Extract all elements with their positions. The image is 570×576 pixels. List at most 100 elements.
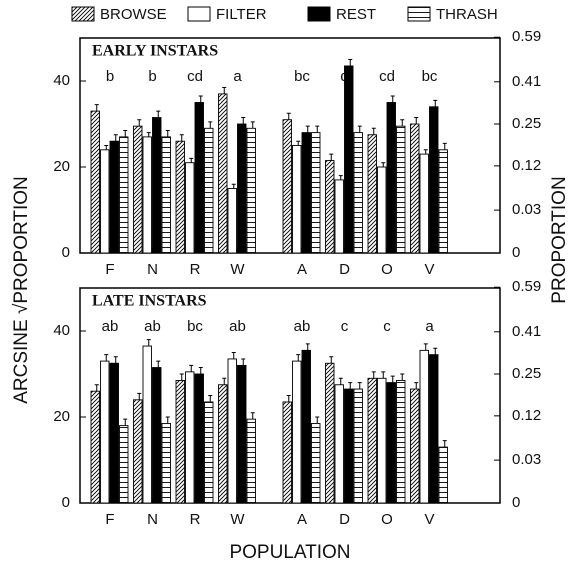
panel-title: LATE INSTARS [92, 293, 207, 310]
bar [90, 390, 100, 504]
error-bar [231, 352, 236, 359]
error-bar [357, 382, 362, 390]
error-bar [286, 112, 291, 120]
bar [227, 188, 237, 254]
group-letter: c [383, 318, 391, 335]
bar [311, 423, 321, 504]
x-tick-label: R [190, 511, 201, 528]
group-letter: cd [187, 68, 203, 85]
bar [396, 125, 406, 254]
bar [325, 362, 335, 504]
error-bar [146, 132, 151, 137]
error-bar [315, 125, 320, 133]
bar [227, 358, 237, 504]
bar [410, 388, 420, 504]
x-tick-label: N [147, 511, 158, 528]
error-bar [296, 140, 301, 146]
bar [344, 388, 354, 504]
bar [204, 401, 214, 504]
error-bar [348, 59, 353, 66]
x-tick-label: F [105, 511, 114, 528]
group-letter: bc [187, 318, 203, 335]
y-tick-label: 40 [53, 322, 70, 339]
bar [194, 102, 204, 254]
error-bar [208, 395, 213, 402]
bar [218, 384, 228, 504]
error-bar [371, 127, 376, 135]
error-bar [165, 416, 170, 424]
error-bar [231, 183, 236, 189]
group-letter: a [425, 318, 434, 335]
legend-label: REST [336, 6, 376, 23]
bar [325, 160, 335, 254]
error-bar [400, 119, 405, 127]
bar [282, 401, 292, 504]
y2-tick-label: 0.25 [512, 115, 541, 132]
error-bar [241, 117, 246, 124]
error-bar [123, 418, 128, 426]
error-bar [305, 343, 310, 351]
y2-tick-label: 0.41 [512, 73, 541, 90]
group-letter: b [148, 68, 156, 85]
error-bar [423, 149, 428, 155]
bar [218, 93, 228, 254]
error-bar [179, 134, 184, 142]
error-bar [94, 104, 99, 112]
y-tick-label: 40 [53, 72, 70, 89]
bar [301, 132, 311, 254]
error-bar [250, 121, 255, 129]
error-bar [329, 356, 334, 364]
error-bar [241, 358, 246, 366]
y2-tick-label: 0.12 [512, 157, 541, 174]
bar [410, 123, 420, 254]
x-tick-label: A [297, 261, 307, 278]
x-tick-label: D [339, 261, 350, 278]
bar [334, 384, 344, 504]
y2-tick-label: 0.12 [512, 407, 541, 424]
bar [100, 149, 110, 254]
error-bar [146, 339, 151, 347]
error-bar [423, 343, 428, 351]
error-bar [104, 145, 109, 150]
error-bar [329, 153, 334, 161]
bar [119, 136, 129, 254]
bar [311, 132, 321, 254]
y2-tick-label: 0 [512, 494, 520, 511]
y2-tick-label: 0 [512, 244, 520, 261]
bar [386, 382, 396, 504]
error-bar [348, 382, 353, 390]
x-tick-label: R [190, 261, 201, 278]
x-tick-label: F [105, 261, 114, 278]
error-bar [222, 86, 227, 94]
error-bar [433, 347, 438, 355]
bar [419, 153, 429, 254]
error-bar [179, 373, 184, 381]
bar [367, 377, 377, 504]
bar [161, 136, 171, 254]
error-bar [137, 119, 142, 127]
y2-tick-label: 0.03 [512, 201, 541, 218]
x-tick-label: N [147, 261, 158, 278]
y-axis-label: ARCSINE √PROPORTION [11, 176, 32, 404]
bar [152, 367, 162, 504]
bar [185, 371, 195, 504]
x-tick-label: O [381, 511, 393, 528]
group-letter: bc [422, 68, 438, 85]
error-bar [442, 440, 447, 448]
bar [246, 418, 256, 504]
error-bar [381, 162, 386, 167]
bar [142, 345, 152, 504]
y-tick-label: 20 [53, 158, 70, 175]
legend-swatch [307, 6, 331, 22]
group-letter: ab [294, 318, 311, 335]
error-bar [165, 129, 170, 137]
bar [142, 136, 152, 254]
bar [292, 145, 302, 254]
error-bar [442, 142, 447, 150]
x-tick-label: V [424, 261, 434, 278]
error-bar [400, 373, 405, 381]
x-axis-label: POPULATION [229, 542, 350, 563]
legend-label: THRASH [436, 6, 498, 23]
bar [292, 360, 302, 504]
